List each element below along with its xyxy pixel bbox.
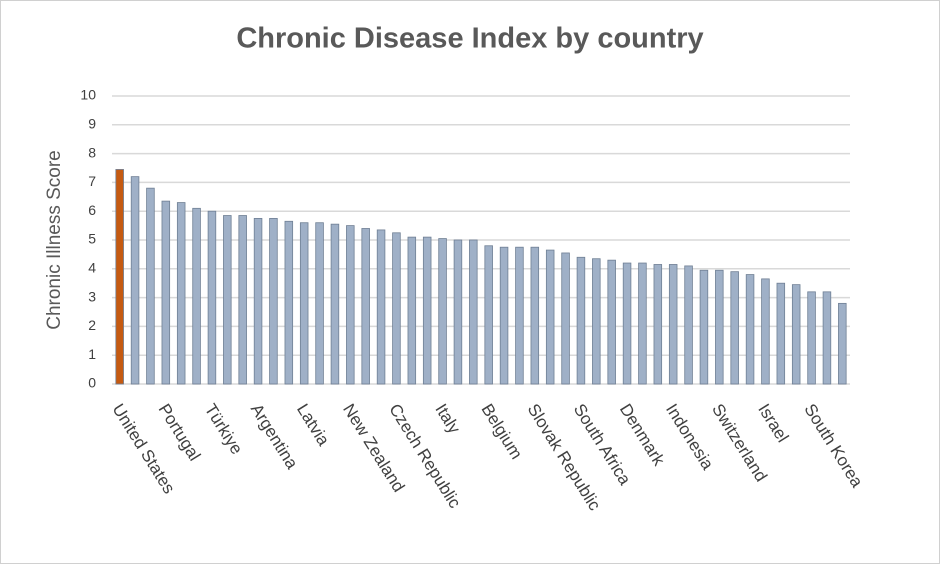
y-tick-label: 8 <box>88 144 96 160</box>
bar <box>561 252 570 385</box>
bar <box>176 202 186 385</box>
bar <box>238 215 247 385</box>
bar <box>807 291 816 385</box>
bar <box>422 236 432 385</box>
bar <box>438 238 447 385</box>
bar <box>361 228 370 385</box>
bar <box>207 210 217 385</box>
y-tick-label: 1 <box>88 346 96 362</box>
bar <box>684 265 693 385</box>
bar <box>638 262 647 385</box>
bar <box>146 187 155 385</box>
bar <box>253 217 263 385</box>
y-tick-label: 3 <box>88 288 96 304</box>
bar <box>730 271 739 385</box>
bar <box>115 169 124 385</box>
bar <box>453 239 463 385</box>
bar <box>592 258 601 385</box>
bar <box>223 215 232 385</box>
bar <box>576 256 586 385</box>
y-tick-label: 0 <box>88 375 96 391</box>
bar <box>668 264 678 385</box>
y-tick-label: 5 <box>88 231 96 247</box>
bar <box>392 232 401 385</box>
chart-title: Chronic Disease Index by country <box>236 23 703 55</box>
y-tick-label: 10 <box>80 87 96 103</box>
y-tick-label: 6 <box>88 202 96 218</box>
y-axis-label: Chronic Illness Score <box>44 150 65 330</box>
bar <box>622 262 632 385</box>
bar <box>822 291 832 385</box>
bar <box>484 245 493 385</box>
y-tick-label: 7 <box>88 173 96 189</box>
bar <box>515 246 524 385</box>
bar <box>269 217 278 385</box>
bar <box>469 239 478 385</box>
bar <box>130 176 140 385</box>
y-tick-label: 4 <box>88 260 96 276</box>
bar <box>699 269 709 385</box>
bar <box>407 236 417 385</box>
bar <box>330 223 340 385</box>
bar <box>838 302 847 385</box>
bar <box>284 220 294 385</box>
bar <box>545 249 555 385</box>
bar <box>192 207 201 385</box>
bar <box>346 225 355 385</box>
bar <box>745 274 755 385</box>
y-tick-label: 9 <box>88 116 96 132</box>
bar <box>776 282 786 385</box>
bar <box>315 222 324 385</box>
bar <box>499 246 509 385</box>
y-tick-label: 2 <box>88 317 96 333</box>
bar <box>299 222 309 385</box>
bar <box>653 264 663 385</box>
bar <box>530 246 540 385</box>
bar <box>376 229 386 385</box>
bar <box>791 284 801 385</box>
bar <box>715 269 724 385</box>
bar <box>761 278 770 385</box>
bar <box>607 259 616 385</box>
bar <box>161 200 171 385</box>
